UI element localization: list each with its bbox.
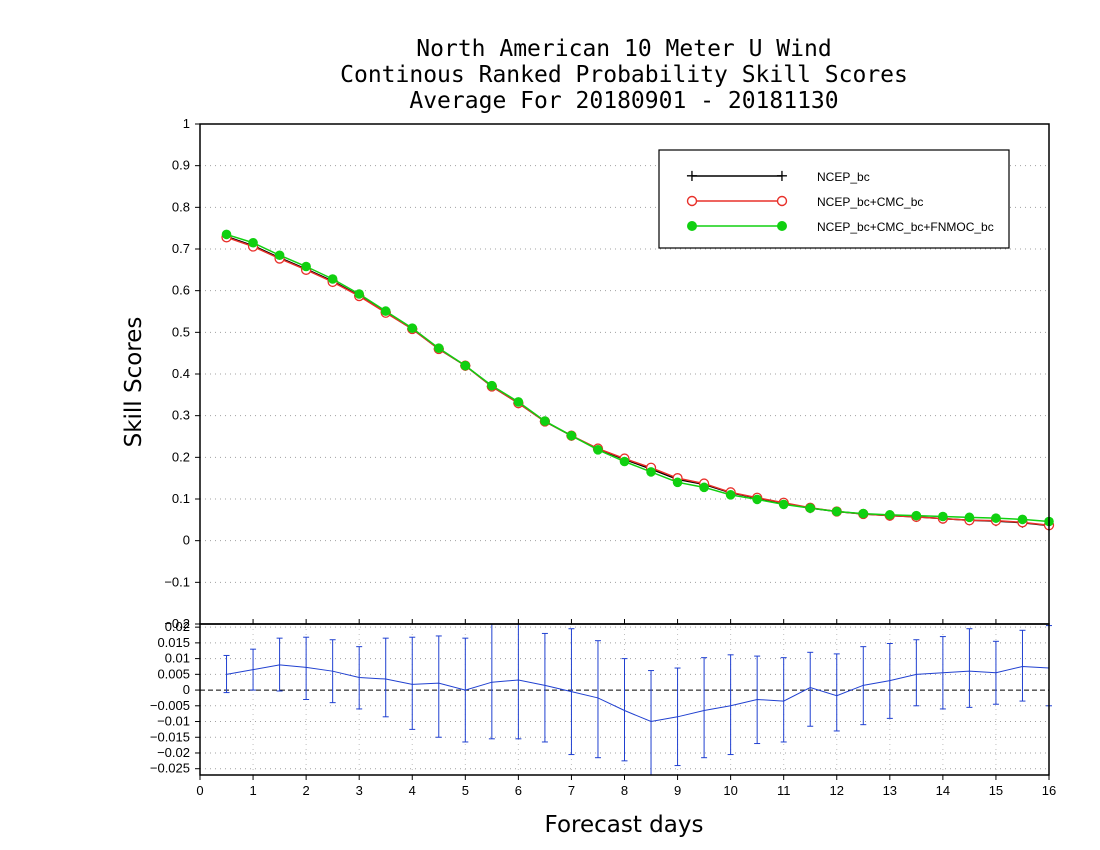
series-point-filled-circle [858, 508, 869, 519]
chart-title-line-3: Average For 20180901 - 20181130 [409, 88, 839, 114]
legend-plus-right: + [775, 166, 788, 185]
series-point-filled-circle [327, 274, 338, 284]
series-point-filled-circle [885, 510, 895, 520]
bottom-y-tick-label: 0.005 [157, 666, 190, 681]
x-tick-label: 5 [462, 783, 469, 798]
bottom-y-tick-label: −0.025 [150, 761, 190, 776]
bottom-y-tick-label: 0.015 [157, 635, 190, 650]
series-point-filled-circle [566, 430, 577, 441]
series-point-filled-circle [699, 482, 709, 493]
x-tick-label: 6 [515, 783, 522, 798]
bottom-axis-ticks: 0.020.0150.010.0050−0.005−0.01−0.015−0.0… [150, 619, 200, 776]
series-point-filled-circle [540, 416, 550, 426]
bottom-series [223, 624, 1052, 776]
y-axis-label: Skill Scores [121, 317, 147, 448]
x-tick-label: 11 [777, 783, 791, 798]
chart-title-line-2: Continous Ranked Probability Skill Score… [340, 62, 908, 88]
top-axis-ticks: 1 0.9 0.8 0.7 0.6 0.5 0.4 0.3 0.2 0.1 0 −0.1 −0.2 [164, 116, 200, 631]
series-point-filled-circle [672, 477, 683, 488]
series-point-filled-circle [725, 490, 736, 500]
series-point-filled-circle [805, 503, 816, 513]
x-tick-label: 0 [196, 783, 203, 798]
x-tick-label: 15 [989, 783, 1003, 798]
series-point-filled-circle [487, 380, 497, 391]
series-point-filled-circle [513, 397, 524, 407]
legend-marker-ncep-cmc-left [686, 195, 698, 207]
top-y-tick-label: 0 [183, 533, 190, 548]
bottom-y-tick-label: −0.005 [150, 698, 190, 713]
bottom-y-tick-label: −0.01 [157, 714, 190, 729]
legend-marker-ncep-cmc-fnmoc-right [777, 221, 787, 231]
series-point-filled-circle [274, 250, 285, 261]
x-tick-label: 12 [830, 783, 844, 798]
x-tick-label: 8 [621, 783, 628, 798]
x-tick-label: 9 [674, 783, 681, 798]
series-point-filled-circle [301, 261, 311, 272]
bottom-y-tick-label: −0.015 [150, 729, 190, 744]
bottom-plot-frame [199, 623, 1050, 776]
series-point-filled-circle [593, 445, 603, 455]
series-point-filled-circle [380, 306, 391, 316]
legend-label-ncep-bc: NCEP_bc [817, 170, 870, 184]
top-series [221, 229, 1055, 531]
series-point-filled-circle [938, 511, 948, 522]
legend-marker-ncep-cmc-right [776, 195, 788, 207]
top-y-tick-label: 0.9 [172, 158, 190, 173]
top-y-tick-label: 0.7 [172, 241, 190, 256]
series-point-filled-circle [407, 323, 418, 333]
x-tick-label: 3 [356, 783, 363, 798]
series-point-filled-circle [354, 289, 364, 299]
series-line-1 [226, 236, 1050, 526]
legend: + + NCEP_bc NCEP_bc+CMC_bc NCEP_bc+CMC_b… [658, 149, 1010, 249]
top-y-tick-label: 0.6 [172, 283, 190, 298]
difference-line [226, 664, 1050, 723]
x-tick-label: 16 [1042, 783, 1056, 798]
top-y-tick-label: 0.8 [172, 199, 190, 214]
series-point-filled-circle [248, 237, 258, 248]
legend-plus-left: + [685, 166, 698, 185]
series-point-filled-circle [778, 499, 789, 510]
top-y-tick-label: 0.5 [172, 324, 190, 339]
bottom-y-tick-label: 0 [183, 682, 190, 697]
top-y-tick-label: −0.2 [164, 616, 190, 631]
series-point-filled-circle [221, 229, 232, 240]
top-y-tick-label: −0.1 [164, 574, 190, 589]
x-tick-label: 1 [249, 783, 256, 798]
x-tick-label: 13 [883, 783, 897, 798]
series-point-filled-circle [752, 494, 762, 505]
x-tick-label: 7 [568, 783, 575, 798]
bottom-y-tick-label: 0.01 [165, 651, 190, 666]
series-point-filled-circle [831, 506, 842, 517]
legend-marker-ncep-cmc-fnmoc-left [687, 221, 697, 231]
x-tick-label: 2 [303, 783, 310, 798]
x-tick-label: 14 [936, 783, 950, 798]
series-line-0 [226, 235, 1050, 527]
bottom-y-tick-label: 0.02 [165, 619, 190, 634]
series-point-filled-circle [964, 512, 975, 523]
legend-label-ncep-cmc-fnmoc: NCEP_bc+CMC_bc+FNMOC_bc [817, 220, 994, 234]
legend-box [658, 149, 1010, 249]
series-point-filled-circle [433, 343, 444, 353]
x-tick-label: 10 [723, 783, 737, 798]
series-point-filled-circle [991, 513, 1001, 523]
top-y-tick-label: 1 [183, 116, 190, 131]
x-axis-ticks: 0 1 2 3 4 5 6 7 8 9 10 11 12 13 14 15 16 [196, 619, 1056, 798]
top-y-tick-label: 0.3 [172, 408, 190, 423]
series-point-filled-circle [460, 360, 471, 371]
top-y-tick-label: 0.4 [172, 366, 190, 381]
series-point-filled-circle [619, 456, 630, 467]
x-tick-label: 4 [409, 783, 416, 798]
series-point-filled-circle [1017, 514, 1028, 525]
series-point-filled-circle [911, 510, 922, 521]
top-y-tick-label: 0.1 [172, 491, 190, 506]
bottom-y-tick-label: −0.02 [157, 745, 190, 760]
x-axis-label: Forecast days [545, 812, 704, 838]
series-point-filled-circle [646, 467, 656, 477]
series-line-2 [226, 233, 1050, 523]
top-y-tick-label: 0.2 [172, 449, 190, 464]
chart-title-line-1: North American 10 Meter U Wind [416, 36, 832, 62]
legend-label-ncep-cmc: NCEP_bc+CMC_bc [817, 195, 923, 209]
